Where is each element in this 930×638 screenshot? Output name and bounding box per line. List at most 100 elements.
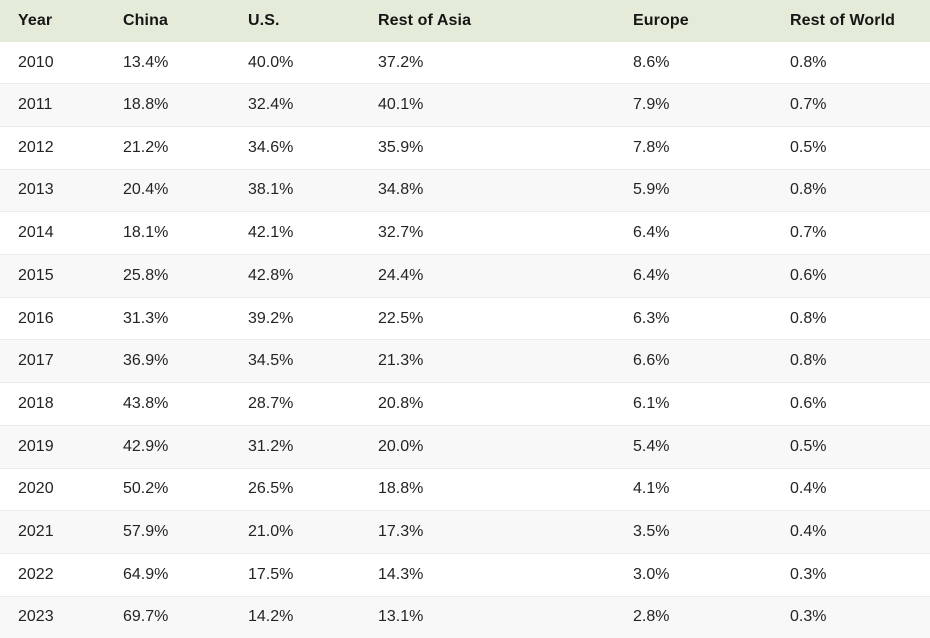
value-cell: 42.8% xyxy=(248,266,294,284)
value-cell: 0.8% xyxy=(790,352,827,370)
year-cell: 2019 xyxy=(18,437,54,455)
value-cell: 0.8% xyxy=(790,53,827,71)
value-cell: 3.5% xyxy=(633,523,670,541)
value-cell: 21.0% xyxy=(248,523,294,541)
value-cell: 20.0% xyxy=(378,437,424,455)
value-cell: 34.5% xyxy=(248,352,294,370)
value-cell: 6.4% xyxy=(633,266,670,284)
value-cell: 0.6% xyxy=(790,394,827,412)
value-cell: 18.8% xyxy=(123,95,169,113)
value-cell: 57.9% xyxy=(123,523,169,541)
value-cell: 31.2% xyxy=(248,437,294,455)
value-cell: 18.8% xyxy=(378,480,424,498)
value-cell: 0.5% xyxy=(790,437,827,455)
column-header-europe: Europe xyxy=(615,0,772,42)
column-header-us: U.S. xyxy=(230,0,360,42)
value-cell: 34.8% xyxy=(378,181,424,199)
table-row: 2018 43.8% 28.7% 20.8% 6.1% 0.6% xyxy=(0,382,930,426)
year-cell: 2010 xyxy=(18,53,54,71)
column-header-china: China xyxy=(105,0,230,42)
value-cell: 69.7% xyxy=(123,608,169,626)
value-cell: 8.6% xyxy=(633,53,670,71)
table-body: 2010 13.4% 40.0% 37.2% 8.6% 0.8% 2011 18.8% 32.4… xyxy=(0,42,930,638)
value-cell: 13.4% xyxy=(123,53,169,71)
table-header: Year China U.S. Rest of Asia Europe Rest… xyxy=(0,0,930,42)
year-cell: 2014 xyxy=(18,224,54,242)
year-cell: 2022 xyxy=(18,565,54,583)
value-cell: 31.3% xyxy=(123,309,169,327)
table-row: 2011 18.8% 32.4% 40.1% 7.9% 0.7% xyxy=(0,83,930,127)
year-cell: 2016 xyxy=(18,309,54,327)
value-cell: 0.7% xyxy=(790,95,827,113)
year-cell: 2012 xyxy=(18,138,54,156)
value-cell: 64.9% xyxy=(123,565,169,583)
value-cell: 0.4% xyxy=(790,523,827,541)
year-cell: 2017 xyxy=(18,352,54,370)
value-cell: 0.8% xyxy=(790,309,827,327)
year-cell: 2023 xyxy=(18,608,54,626)
value-cell: 32.7% xyxy=(378,224,424,242)
table-row: 2017 36.9% 34.5% 21.3% 6.6% 0.8% xyxy=(0,339,930,383)
value-cell: 7.9% xyxy=(633,95,670,113)
value-cell: 13.1% xyxy=(378,608,424,626)
value-cell: 28.7% xyxy=(248,394,294,412)
table-row: 2022 64.9% 17.5% 14.3% 3.0% 0.3% xyxy=(0,553,930,597)
value-cell: 40.0% xyxy=(248,53,294,71)
table-row: 2015 25.8% 42.8% 24.4% 6.4% 0.6% xyxy=(0,254,930,298)
value-cell: 21.3% xyxy=(378,352,424,370)
value-cell: 6.3% xyxy=(633,309,670,327)
value-cell: 42.9% xyxy=(123,437,169,455)
table-row: 2020 50.2% 26.5% 18.8% 4.1% 0.4% xyxy=(0,468,930,511)
header-row: Year China U.S. Rest of Asia Europe Rest… xyxy=(0,0,930,42)
value-cell: 6.6% xyxy=(633,352,670,370)
value-cell: 35.9% xyxy=(378,138,424,156)
value-cell: 21.2% xyxy=(123,138,169,156)
value-cell: 0.5% xyxy=(790,138,827,156)
value-cell: 0.3% xyxy=(790,565,827,583)
value-cell: 4.1% xyxy=(633,480,670,498)
value-cell: 37.2% xyxy=(378,53,424,71)
value-cell: 26.5% xyxy=(248,480,294,498)
value-cell: 0.4% xyxy=(790,480,827,498)
table-row: 2016 31.3% 39.2% 22.5% 6.3% 0.8% xyxy=(0,297,930,340)
value-cell: 5.9% xyxy=(633,181,670,199)
value-cell: 39.2% xyxy=(248,309,294,327)
value-cell: 20.8% xyxy=(378,394,424,412)
value-cell: 14.3% xyxy=(378,565,424,583)
year-cell: 2020 xyxy=(18,480,54,498)
column-header-year: Year xyxy=(0,0,105,42)
value-cell: 32.4% xyxy=(248,95,294,113)
value-cell: 36.9% xyxy=(123,352,169,370)
column-header-rest-of-world: Rest of World xyxy=(772,0,930,42)
table-row: 2014 18.1% 42.1% 32.7% 6.4% 0.7% xyxy=(0,211,930,255)
value-cell: 0.8% xyxy=(790,181,827,199)
value-cell: 22.5% xyxy=(378,309,424,327)
table-row: 2013 20.4% 38.1% 34.8% 5.9% 0.8% xyxy=(0,169,930,212)
table-row: 2012 21.2% 34.6% 35.9% 7.8% 0.5% xyxy=(0,126,930,170)
value-cell: 0.6% xyxy=(790,266,827,284)
year-cell: 2021 xyxy=(18,523,54,541)
value-cell: 18.1% xyxy=(123,224,169,242)
value-cell: 25.8% xyxy=(123,266,169,284)
value-cell: 0.7% xyxy=(790,224,827,242)
table-row: 2010 13.4% 40.0% 37.2% 8.6% 0.8% xyxy=(0,42,930,84)
value-cell: 5.4% xyxy=(633,437,670,455)
table-row: 2021 57.9% 21.0% 17.3% 3.5% 0.4% xyxy=(0,510,930,554)
value-cell: 17.3% xyxy=(378,523,424,541)
value-cell: 6.1% xyxy=(633,394,670,412)
table-row: 2023 69.7% 14.2% 13.1% 2.8% 0.3% xyxy=(0,596,930,638)
year-cell: 2018 xyxy=(18,394,54,412)
value-cell: 17.5% xyxy=(248,565,294,583)
value-cell: 0.3% xyxy=(790,608,827,626)
value-cell: 2.8% xyxy=(633,608,670,626)
value-cell: 40.1% xyxy=(378,95,424,113)
value-cell: 43.8% xyxy=(123,394,169,412)
year-cell: 2013 xyxy=(18,181,54,199)
value-cell: 34.6% xyxy=(248,138,294,156)
value-cell: 14.2% xyxy=(248,608,294,626)
table-row: 2019 42.9% 31.2% 20.0% 5.4% 0.5% xyxy=(0,425,930,469)
value-cell: 50.2% xyxy=(123,480,169,498)
value-cell: 7.8% xyxy=(633,138,670,156)
value-cell: 38.1% xyxy=(248,181,294,199)
column-header-rest-of-asia: Rest of Asia xyxy=(360,0,615,42)
